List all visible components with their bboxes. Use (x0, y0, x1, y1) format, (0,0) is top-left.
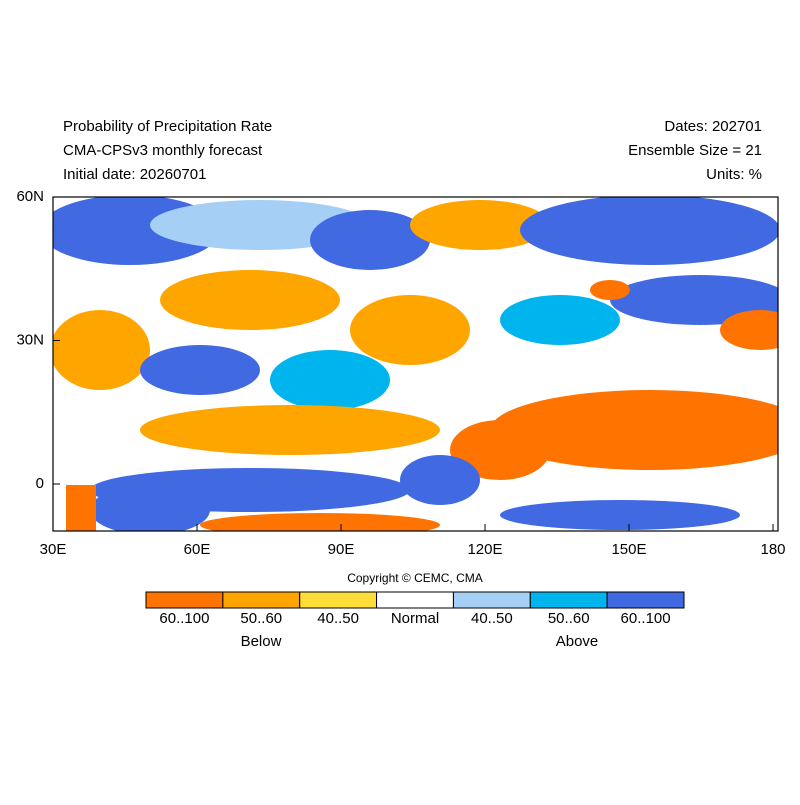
legend-label: Normal (391, 610, 439, 627)
legend-swatch (222, 591, 301, 609)
legend-swatch (145, 591, 224, 609)
legend: 60..100 50..60 40..50 Normal 40..50 50..60 60.… (145, 591, 685, 627)
copyright: Copyright © CEMC, CMA (347, 571, 483, 585)
title: Probability of Precipitation Rate (63, 118, 272, 135)
x-tick-label: 60E (184, 541, 211, 558)
x-tick-label: 120E (467, 541, 502, 558)
legend-swatch (299, 591, 378, 609)
x-tick-label: 180 (760, 541, 785, 558)
legend-swatch (376, 591, 454, 609)
x-tick-label: 150E (611, 541, 646, 558)
map-field (53, 197, 778, 531)
y-tick-label: 30N (16, 331, 44, 348)
legend-label: 60..100 (159, 610, 209, 627)
initial-date: Initial date: 20260701 (63, 166, 206, 183)
map-axes: 30E 60E 90E 120E 150E 180 60N 30N 0 (16, 188, 785, 558)
legend-label: 60..100 (621, 610, 671, 627)
subtitle: CMA-CPSv3 monthly forecast (63, 142, 263, 159)
legend-label: 40..50 (317, 610, 359, 627)
legend-label: 40..50 (471, 610, 513, 627)
dates: Dates: 202701 (664, 118, 762, 135)
y-tick-label: 0 (36, 475, 44, 492)
units: Units: % (706, 166, 762, 183)
legend-label: 50..60 (548, 610, 590, 627)
ensemble: Ensemble Size = 21 (628, 142, 762, 159)
legend-group: Below (241, 633, 282, 650)
legend-swatch (452, 591, 531, 609)
legend-swatch (529, 591, 608, 609)
legend-label: 50..60 (240, 610, 282, 627)
x-tick-label: 90E (328, 541, 355, 558)
legend-group: Above (556, 633, 599, 650)
map-frame (52, 196, 779, 532)
x-tick-label: 30E (40, 541, 67, 558)
legend-swatch (606, 591, 685, 609)
y-tick-label: 60N (16, 188, 44, 205)
